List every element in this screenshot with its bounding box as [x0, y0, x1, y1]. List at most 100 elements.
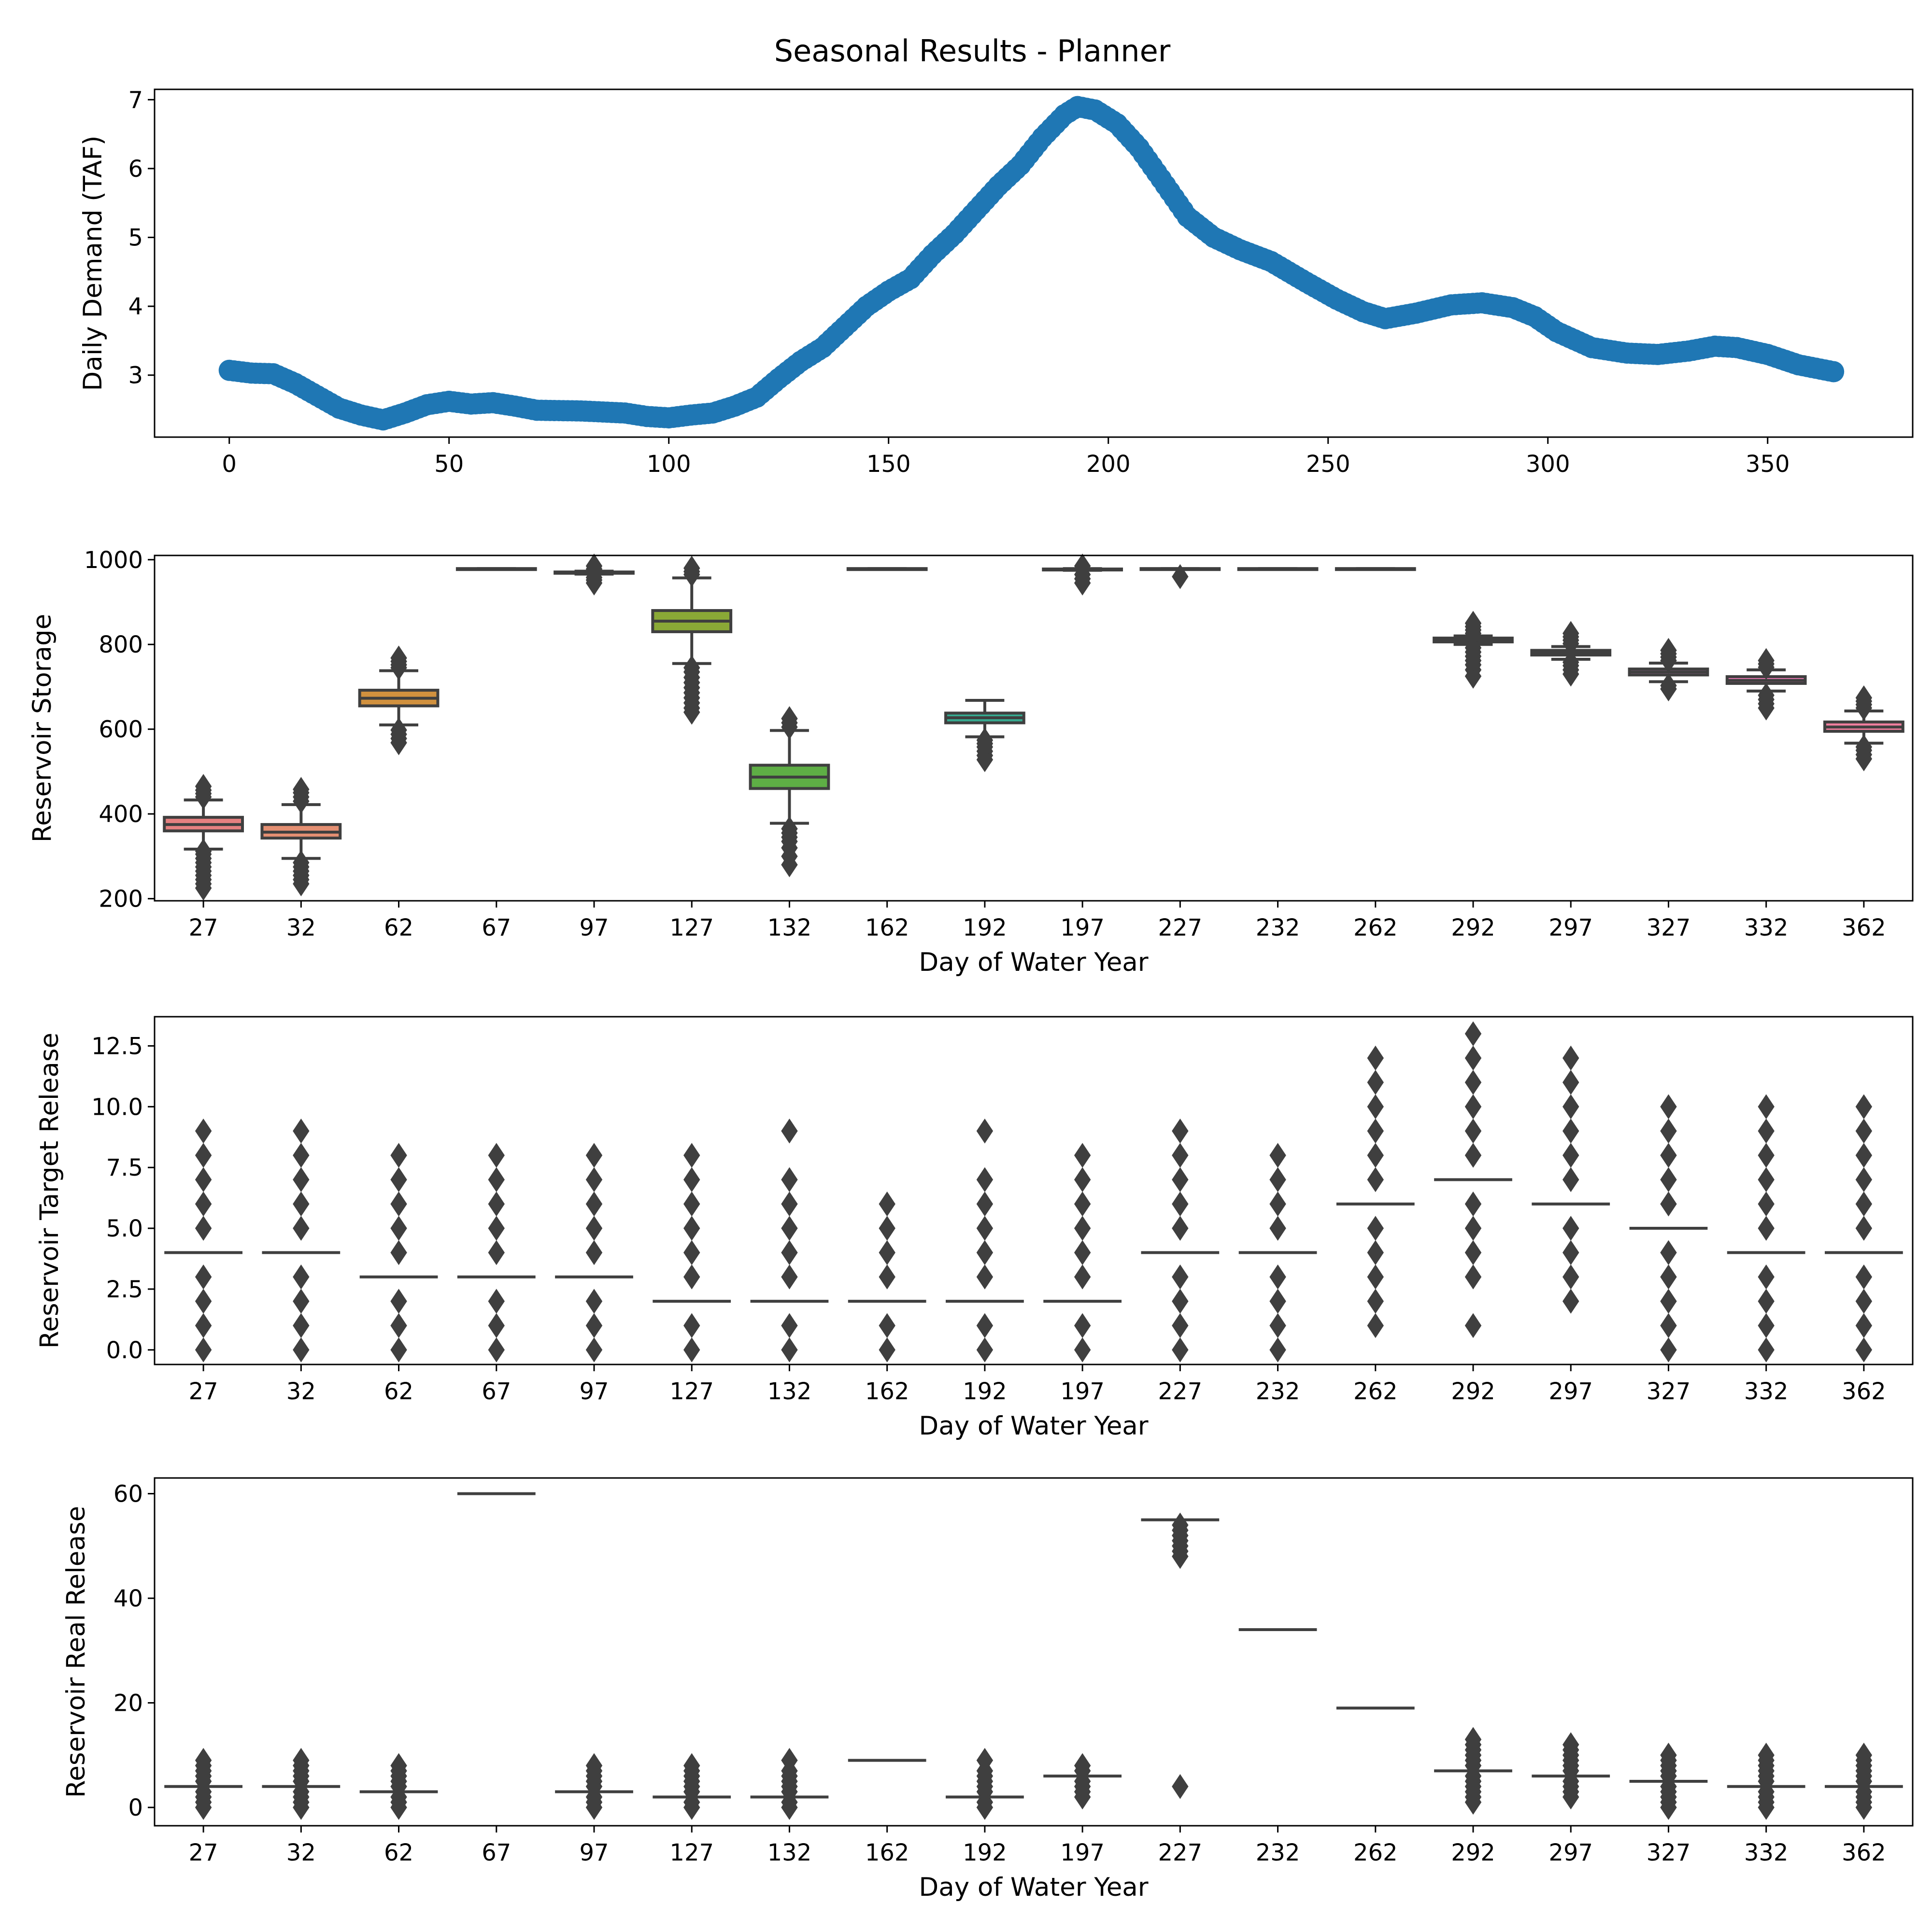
- box-297: [1532, 1045, 1610, 1314]
- flier: [390, 1289, 407, 1314]
- y-tick-label: 400: [99, 801, 143, 828]
- x-tick-label: 32: [286, 1839, 316, 1866]
- box-332: [1727, 1743, 1805, 1820]
- x-tick-label: 97: [579, 914, 609, 941]
- x-tick-label: 97: [579, 1378, 609, 1405]
- box-232: [1238, 1143, 1317, 1363]
- flier: [1172, 1167, 1189, 1193]
- flier: [293, 1313, 310, 1338]
- flier: [390, 1313, 407, 1338]
- y-tick-label: 0.0: [106, 1337, 143, 1364]
- box-292: [1433, 611, 1514, 689]
- box-197: [1043, 1143, 1122, 1363]
- box-marks: [164, 1021, 1903, 1363]
- flier: [781, 706, 798, 731]
- flier: [1367, 1264, 1384, 1290]
- box-192: [946, 1118, 1024, 1363]
- flier: [585, 1143, 603, 1168]
- flier: [976, 1264, 994, 1290]
- x-tick-label: 27: [189, 1378, 218, 1405]
- x-tick-label: 127: [669, 1839, 714, 1866]
- flier: [1464, 635, 1482, 661]
- flier: [1464, 611, 1482, 636]
- flier: [781, 1118, 798, 1144]
- box-132: [750, 1747, 829, 1820]
- flier: [390, 717, 407, 743]
- flier: [1172, 1191, 1189, 1217]
- flier: [195, 1747, 212, 1773]
- flier: [585, 1753, 603, 1778]
- x-axis-label: Day of Water Year: [919, 1411, 1148, 1441]
- x-tick-label: 232: [1256, 1839, 1300, 1866]
- box-332: [1725, 648, 1807, 721]
- box-32: [262, 1747, 341, 1820]
- flier: [195, 1167, 212, 1193]
- x-tick-label: 232: [1256, 1378, 1300, 1405]
- x-tick-label: 332: [1744, 914, 1789, 941]
- x-tick-label: 100: [647, 451, 691, 478]
- x-tick-label: 62: [384, 914, 413, 941]
- flier: [781, 1167, 798, 1193]
- flier: [585, 1167, 603, 1193]
- flier: [781, 1191, 798, 1217]
- flier: [683, 1167, 700, 1193]
- box-232: [1237, 567, 1319, 571]
- flier: [1660, 1289, 1677, 1314]
- flier: [1563, 1289, 1579, 1314]
- flier: [1855, 1143, 1873, 1168]
- flier: [1367, 1045, 1384, 1071]
- y-tick-label: 3: [128, 362, 143, 389]
- flier: [683, 655, 700, 681]
- box-227: [1141, 1512, 1220, 1799]
- flier: [976, 1313, 994, 1338]
- flier: [585, 1289, 603, 1314]
- panel-daily-demand: 0 50 100 150 200 250 300 350 3 4 5 6 7 Daily Demand (…: [78, 86, 1914, 478]
- flier: [879, 1337, 895, 1363]
- box-292: [1434, 1727, 1512, 1815]
- flier: [1074, 1240, 1091, 1265]
- x-tick-label: 227: [1158, 914, 1203, 941]
- flier: [1758, 1289, 1775, 1314]
- x-tick-label: 192: [963, 1839, 1007, 1866]
- flier: [1855, 1289, 1873, 1314]
- flier: [1660, 1743, 1677, 1768]
- flier: [390, 1191, 407, 1217]
- flier: [195, 1264, 212, 1290]
- x-tick-label: 327: [1647, 914, 1691, 941]
- x-tick-label: 27: [189, 1839, 218, 1866]
- box-297: [1532, 1732, 1610, 1810]
- flier: [1563, 1045, 1579, 1071]
- flier: [195, 1216, 212, 1241]
- box-97: [554, 554, 635, 596]
- box-362: [1825, 1743, 1903, 1820]
- flier: [585, 1337, 603, 1363]
- flier: [1758, 1118, 1775, 1144]
- flier: [976, 1191, 994, 1217]
- flier: [1855, 1094, 1873, 1120]
- flier: [1660, 1167, 1677, 1193]
- flier: [390, 645, 407, 671]
- y-tick-label: 5.0: [106, 1215, 143, 1242]
- flier: [1855, 1313, 1873, 1338]
- box-197: [1043, 1753, 1122, 1810]
- x-tick-label: 262: [1353, 1378, 1398, 1405]
- x-tick-label: 0: [222, 451, 237, 478]
- flier: [195, 1143, 212, 1168]
- flier: [1855, 1743, 1873, 1768]
- x-tick-label: 32: [286, 914, 316, 941]
- x-tick-label: 227: [1158, 1839, 1203, 1866]
- flier: [390, 1143, 407, 1168]
- box-67: [457, 1143, 536, 1363]
- flier: [976, 1747, 994, 1773]
- x-tick-label: 197: [1060, 914, 1105, 941]
- flier: [1464, 1240, 1482, 1265]
- flier: [976, 1118, 994, 1144]
- x-tick-label: 297: [1548, 914, 1593, 941]
- flier: [195, 774, 212, 799]
- flier: [1074, 1264, 1091, 1290]
- x-tick-label: 300: [1526, 451, 1570, 478]
- y-tick-label: 200: [99, 886, 143, 913]
- flier: [293, 777, 310, 802]
- box-162: [848, 1191, 926, 1363]
